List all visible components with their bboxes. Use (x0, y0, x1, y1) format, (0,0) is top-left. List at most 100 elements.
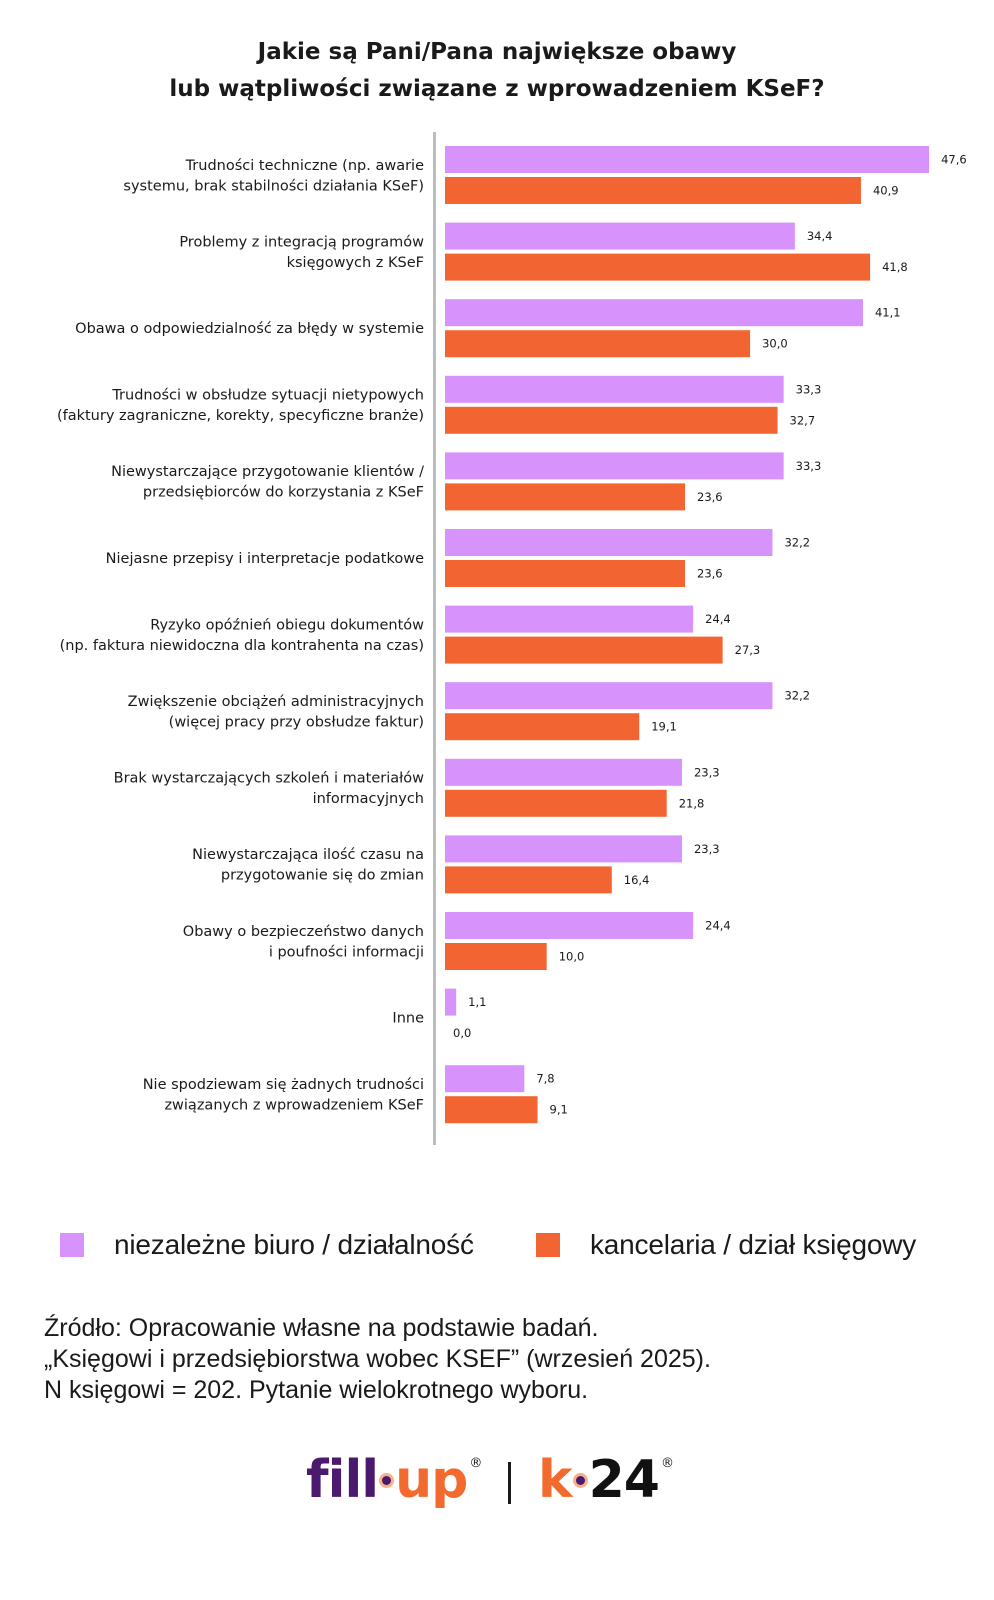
category-label-line: Nie spodziewam się żadnych trudności (143, 1077, 424, 1093)
bar-series-1 (445, 299, 863, 327)
k24-logo: k 24 ® (538, 1450, 674, 1510)
value-label-series-1: 33,3 (796, 382, 822, 396)
category-label-line: systemu, brak stabilności działania KSeF… (123, 178, 424, 194)
legend-swatch-series-1 (60, 1233, 84, 1257)
bar-series-2 (445, 177, 861, 204)
category-label: Ryzyko opóźnień obiegu dokumentów (np. fa… (60, 617, 425, 654)
value-label-series-2: 41,8 (882, 260, 908, 274)
category-label-line: Ryzyko opóźnień obiegu dokumentów (150, 617, 424, 633)
fillup-logo-up: up (395, 1450, 468, 1510)
category-label-line: Niewystarczająca ilość czasu na (192, 847, 424, 863)
source-note: Źródło: Opracowanie własne na podstawie … (44, 1313, 711, 1406)
bar-series-2 (445, 789, 667, 817)
value-label-series-2: 10,0 (559, 950, 585, 964)
value-label-series-1: 7,8 (536, 1072, 554, 1086)
category-label-line: (np. faktura niewidoczna dla kontrahenta… (60, 638, 424, 654)
legend-label-series-1: niezależne biuro / działalność (114, 1229, 474, 1260)
category-label-line: przedsiębiorców do korzystania z KSeF (143, 485, 424, 501)
category-label-line: związanych z wprowadzeniem KSeF (164, 1097, 424, 1113)
category-label-line: Trudności w obsłudze sytuacji nietypowyc… (111, 388, 424, 404)
legend-swatch-series-2 (536, 1233, 560, 1257)
source-line-3: N księgowi = 202. Pytanie wielokrotnego … (44, 1376, 589, 1404)
k24-logo-k: k (538, 1450, 573, 1510)
value-label-series-2: 27,3 (735, 643, 761, 657)
category-label-line: Zwiększenie obciążeń administracyjnych (128, 694, 424, 710)
k24-logo-dot-icon (575, 1475, 585, 1485)
chart-title: Jakie są Pani/Pana największe obawy lub … (0, 34, 994, 108)
value-label-series-1: 47,6 (941, 153, 967, 167)
fillup-logo-fill: fill (306, 1450, 379, 1510)
fillup-logo-dot-icon (382, 1475, 392, 1485)
category-label: Niejasne przepisy i interpretacje podatk… (106, 551, 424, 567)
logo-bar: fill up ® k 24 ® (0, 1450, 994, 1530)
value-label-series-1: 32,2 (784, 689, 810, 703)
category-label-line: Inne (392, 1011, 424, 1027)
category-label: Zwiększenie obciążeń administracyjnych (w… (128, 694, 424, 731)
category-label-line: Brak wystarczających szkoleń i materiałó… (114, 771, 425, 787)
bar-series-1 (445, 758, 682, 786)
category-label: Problemy z integracją programów księgowyc… (179, 234, 424, 271)
category-label: Brak wystarczających szkoleń i materiałó… (114, 771, 425, 808)
category-label: Obawa o odpowiedzialność za błędy w syst… (75, 321, 424, 337)
bar-series-2 (445, 713, 640, 741)
bar-series-1 (445, 146, 930, 173)
value-label-series-1: 34,4 (807, 229, 833, 243)
value-label-series-1: 33,3 (796, 459, 822, 473)
value-label-series-2: 16,4 (624, 873, 650, 887)
category-label: Niewystarczające przygotowanie klientów … (111, 464, 424, 501)
value-label-series-2: 21,8 (679, 796, 705, 810)
chart-title-line-1: Jakie są Pani/Pana największe obawy (257, 39, 737, 65)
bar-chart: Trudności techniczne (np. awarie systemu,… (57, 132, 967, 1145)
value-label-series-1: 1,1 (468, 995, 486, 1009)
bar-series-2 (445, 1096, 538, 1124)
registered-mark-icon: ® (660, 1456, 674, 1471)
value-label-series-1: 32,2 (784, 536, 810, 550)
bar-series-1 (445, 835, 682, 863)
bar-series-2 (445, 253, 871, 281)
legend-label-series-2: kancelaria / dział księgowy (590, 1229, 917, 1260)
value-label-series-1: 41,1 (875, 306, 901, 320)
bar-series-1 (445, 682, 773, 710)
category-label-line: Problemy z integracją programów (179, 234, 424, 250)
legend: niezależne biuro / działalność kancelari… (0, 1223, 994, 1263)
bar-series-2 (445, 636, 723, 664)
category-label: Trudności techniczne (np. awarie systemu,… (123, 158, 424, 195)
bar-series-2 (445, 943, 547, 970)
value-label-series-2: 19,1 (651, 720, 677, 734)
category-label-line: księgowych z KSeF (287, 255, 424, 271)
bar-series-1 (445, 988, 457, 1016)
bar-series-1 (445, 529, 773, 556)
value-label-series-2: 0,0 (453, 1026, 471, 1040)
bar-series-1 (445, 222, 795, 250)
bar-series-2 (445, 560, 686, 587)
logo-divider (508, 1462, 511, 1504)
value-label-series-1: 24,4 (705, 612, 731, 626)
category-label: Niewystarczająca ilość czasu na przygotow… (192, 847, 424, 884)
value-label-series-2: 32,7 (790, 413, 816, 427)
value-label-series-2: 23,6 (697, 490, 723, 504)
category-label: Trudności w obsłudze sytuacji nietypowyc… (57, 388, 424, 425)
bar-series-2 (445, 330, 751, 358)
k24-logo-24: 24 (588, 1450, 660, 1510)
category-label-line: (więcej pracy przy obsłudze faktur) (169, 714, 424, 730)
fillup-logo: fill up ® (306, 1450, 482, 1510)
value-label-series-2: 30,0 (762, 337, 788, 351)
source-line-1: Źródło: Opracowanie własne na podstawie … (44, 1314, 599, 1342)
value-label-series-2: 23,6 (697, 567, 723, 581)
bar-series-2 (445, 866, 612, 894)
category-label-line: Trudności techniczne (np. awarie (185, 158, 424, 174)
value-label-series-1: 24,4 (705, 919, 731, 933)
bar-series-1 (445, 452, 784, 480)
category-label-line: Niejasne przepisy i interpretacje podatk… (106, 551, 424, 567)
source-line-2: „Księgowi i przedsiębiorstwa wobec KSEF”… (44, 1345, 711, 1373)
bar-series-2 (445, 406, 778, 434)
value-label-series-1: 23,3 (694, 765, 720, 779)
value-label-series-2: 9,1 (550, 1103, 568, 1117)
category-label: Obawy o bezpieczeństwo danych i poufności… (183, 924, 424, 961)
bar-series-2 (445, 483, 686, 511)
category-label-line: i poufności informacji (269, 944, 424, 960)
category-label-line: przygotowanie się do zmian (221, 868, 424, 884)
category-label-line: Obawa o odpowiedzialność za błędy w syst… (75, 321, 424, 337)
legend-item-series-1: niezależne biuro / działalność (60, 1229, 474, 1261)
value-label-series-2: 40,9 (873, 184, 899, 198)
